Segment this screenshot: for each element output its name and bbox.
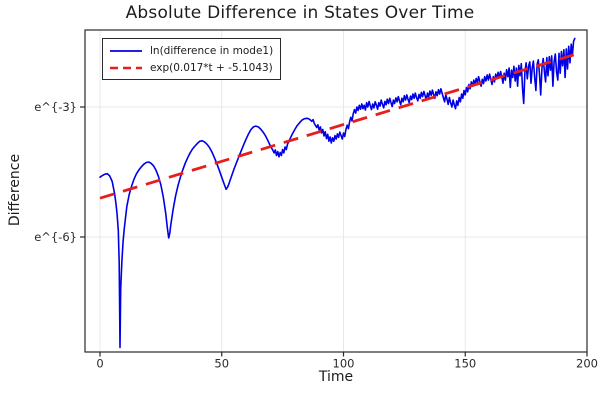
- legend-entry-fit: exp(0.017*t + -5.1043): [109, 59, 273, 76]
- solid-line-sample-icon: [110, 49, 142, 52]
- x-tick-label: 200: [576, 357, 598, 371]
- x-tick-label: 100: [333, 357, 355, 371]
- y-axis-label: Difference: [7, 153, 23, 227]
- y-tick-label: e^{-3}: [34, 100, 77, 114]
- x-tick-label: 0: [96, 357, 103, 371]
- legend-entry-series: ln(difference in mode1): [109, 42, 273, 59]
- y-tick-label: e^{-6}: [34, 230, 77, 244]
- dashed-line-sample-icon: [110, 66, 142, 69]
- legend: ln(difference in mode1) exp(0.017*t + -5…: [102, 38, 282, 80]
- legend-label-fit: exp(0.017*t + -5.1043): [150, 61, 273, 74]
- series-line: [99, 37, 576, 349]
- chart-title: Absolute Difference in States Over Time: [125, 3, 475, 23]
- x-tick-label: 150: [454, 357, 476, 371]
- fit-line: [99, 53, 576, 200]
- legend-label-series: ln(difference in mode1): [150, 44, 274, 57]
- x-tick-label: 50: [214, 357, 229, 371]
- x-axis-label: Time: [318, 369, 354, 385]
- plot-frame: [84, 29, 588, 353]
